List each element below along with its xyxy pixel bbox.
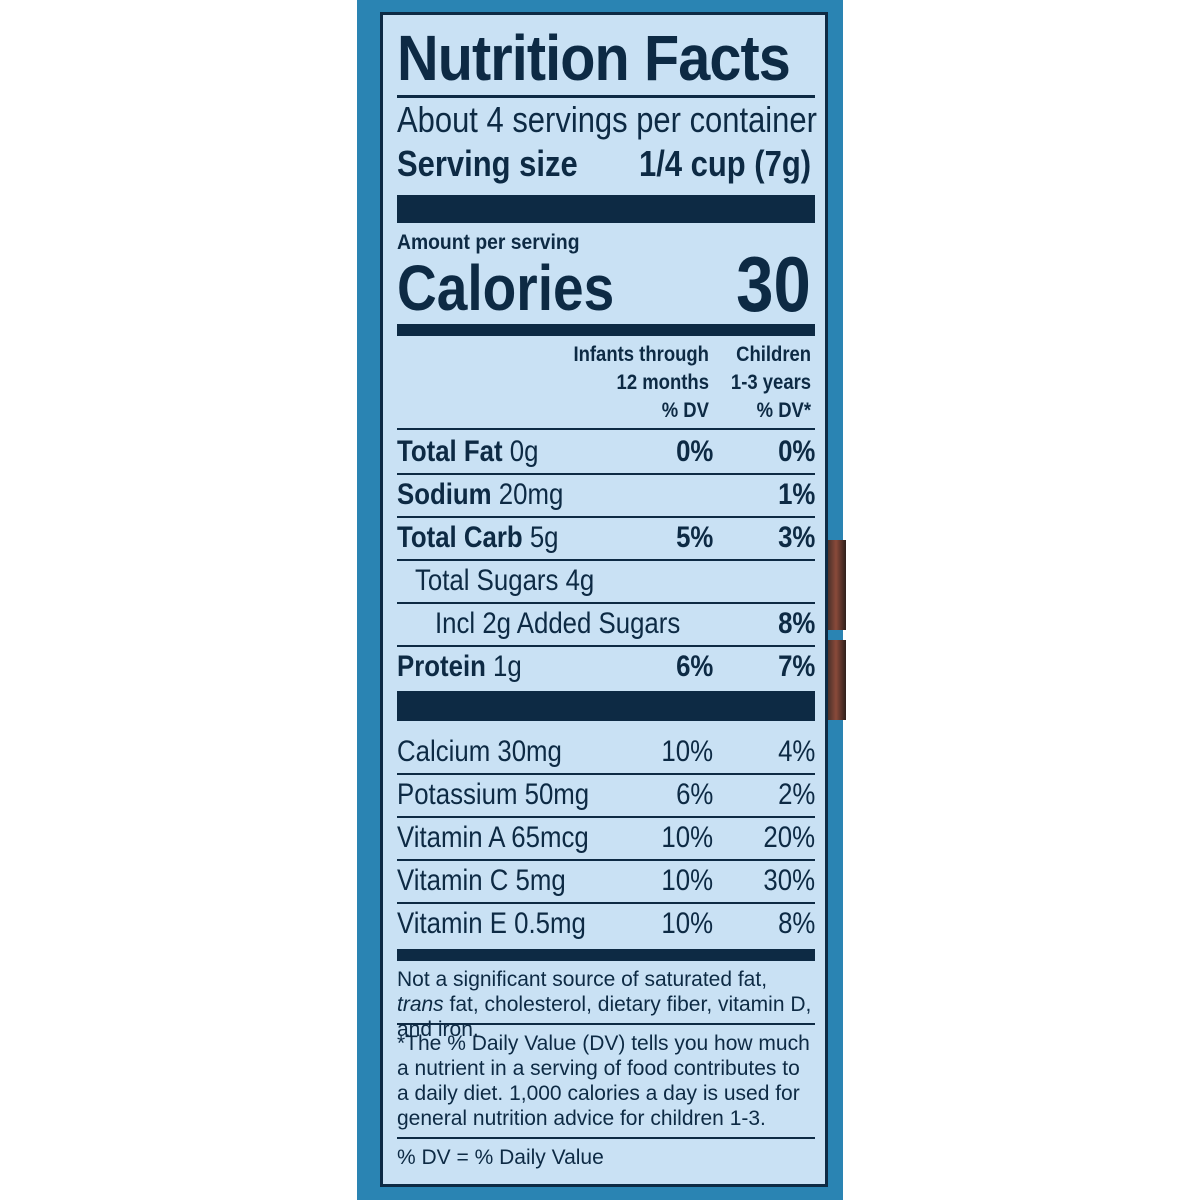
amount-per-serving: Amount per serving <box>397 231 580 254</box>
thick-divider <box>397 691 815 721</box>
dv-child: 1% <box>777 478 815 511</box>
nutrient-name: Total Fat <box>397 435 503 468</box>
package-art-edge <box>826 640 846 720</box>
nutrient-amount: 5g <box>522 521 559 554</box>
vitamin-name: Vitamin C 5mg <box>397 864 566 897</box>
divider <box>397 1023 815 1025</box>
divider <box>397 1137 815 1139</box>
nutrient-row-added-sugars: Incl 2g Added Sugars 8% <box>397 602 815 647</box>
package-art-edge <box>826 540 846 630</box>
divider <box>397 95 815 98</box>
dv-infant: 10% <box>661 821 713 854</box>
calories-label: Calories <box>397 252 615 324</box>
vitamin-name: Vitamin E 0.5mg <box>397 907 586 940</box>
nutrient-row-total-sugars: Total Sugars 4g <box>397 559 815 604</box>
panel-title: Nutrition Facts <box>397 22 791 94</box>
dv-infant: 10% <box>661 864 713 897</box>
nutrient-row-total-carb: Total Carb 5g 5% 3% <box>397 516 815 561</box>
child-dv-header: Children 1-3 years % DV* <box>730 343 811 422</box>
dv-infant: 6% <box>675 650 713 683</box>
footnote-not-significant: Not a significant source of saturated fa… <box>397 968 812 1041</box>
nutrient-amount: Incl 2g Added Sugars <box>435 607 681 640</box>
vitamin-row-vitamin-c: Vitamin C 5mg 10% 30% <box>397 859 815 904</box>
footnote-dv-legend: % DV = % Daily Value <box>397 1146 604 1169</box>
nutrient-amount: Total Sugars 4g <box>415 564 595 597</box>
servings-per-container: About 4 servings per container <box>397 99 817 140</box>
dv-infant: 10% <box>661 907 713 940</box>
dv-child: 8% <box>777 607 815 640</box>
dv-child: 20% <box>763 821 815 854</box>
footnote-daily-value: *The % Daily Value (DV) tells you how mu… <box>397 1032 810 1130</box>
vitamin-row-potassium: Potassium 50mg 6% 2% <box>397 773 815 818</box>
serving-size-value: 1/4 cup (7g) <box>638 143 811 184</box>
vitamin-row-calcium: Calcium 30mg 10% 4% <box>397 730 815 775</box>
medium-divider <box>397 949 815 961</box>
medium-divider <box>397 324 815 336</box>
nutrient-row-total-fat: Total Fat 0g 0% 0% <box>397 430 815 475</box>
infant-dv-header: Infants through 12 months % DV <box>573 343 709 422</box>
nutrient-name: Protein <box>397 650 486 683</box>
dv-child: 7% <box>777 650 815 683</box>
nutrition-facts-panel: Nutrition Facts About 4 servings per con… <box>380 12 828 1187</box>
vitamin-row-vitamin-a: Vitamin A 65mcg 10% 20% <box>397 816 815 861</box>
dv-child: 0% <box>777 435 815 468</box>
divider <box>397 428 815 430</box>
nutrient-row-protein: Protein 1g 6% 7% <box>397 645 815 688</box>
nutrient-name: Total Carb <box>397 521 523 554</box>
serving-size-label: Serving size <box>397 143 578 184</box>
thick-divider <box>397 195 815 223</box>
calories-value: 30 <box>736 240 811 328</box>
nutrient-amount: 20mg <box>491 478 564 511</box>
dv-child: 30% <box>763 864 815 897</box>
dv-infant: 6% <box>675 778 713 811</box>
vitamin-name: Potassium 50mg <box>397 778 590 811</box>
dv-infant: 5% <box>675 521 713 554</box>
dv-child: 2% <box>777 778 815 811</box>
nutrient-name: Sodium <box>397 478 492 511</box>
nutrient-amount: 1g <box>485 650 522 683</box>
vitamin-row-vitamin-e: Vitamin E 0.5mg 10% 8% <box>397 902 815 945</box>
vitamin-name: Calcium 30mg <box>397 735 562 768</box>
dv-infant: 10% <box>661 735 713 768</box>
dv-infant: 0% <box>675 435 713 468</box>
vitamin-name: Vitamin A 65mcg <box>397 821 589 854</box>
dv-child: 8% <box>777 907 815 940</box>
nutrient-amount: 0g <box>502 435 539 468</box>
nutrient-row-sodium: Sodium 20mg 1% <box>397 473 815 518</box>
dv-child: 4% <box>777 735 815 768</box>
dv-child: 3% <box>777 521 815 554</box>
